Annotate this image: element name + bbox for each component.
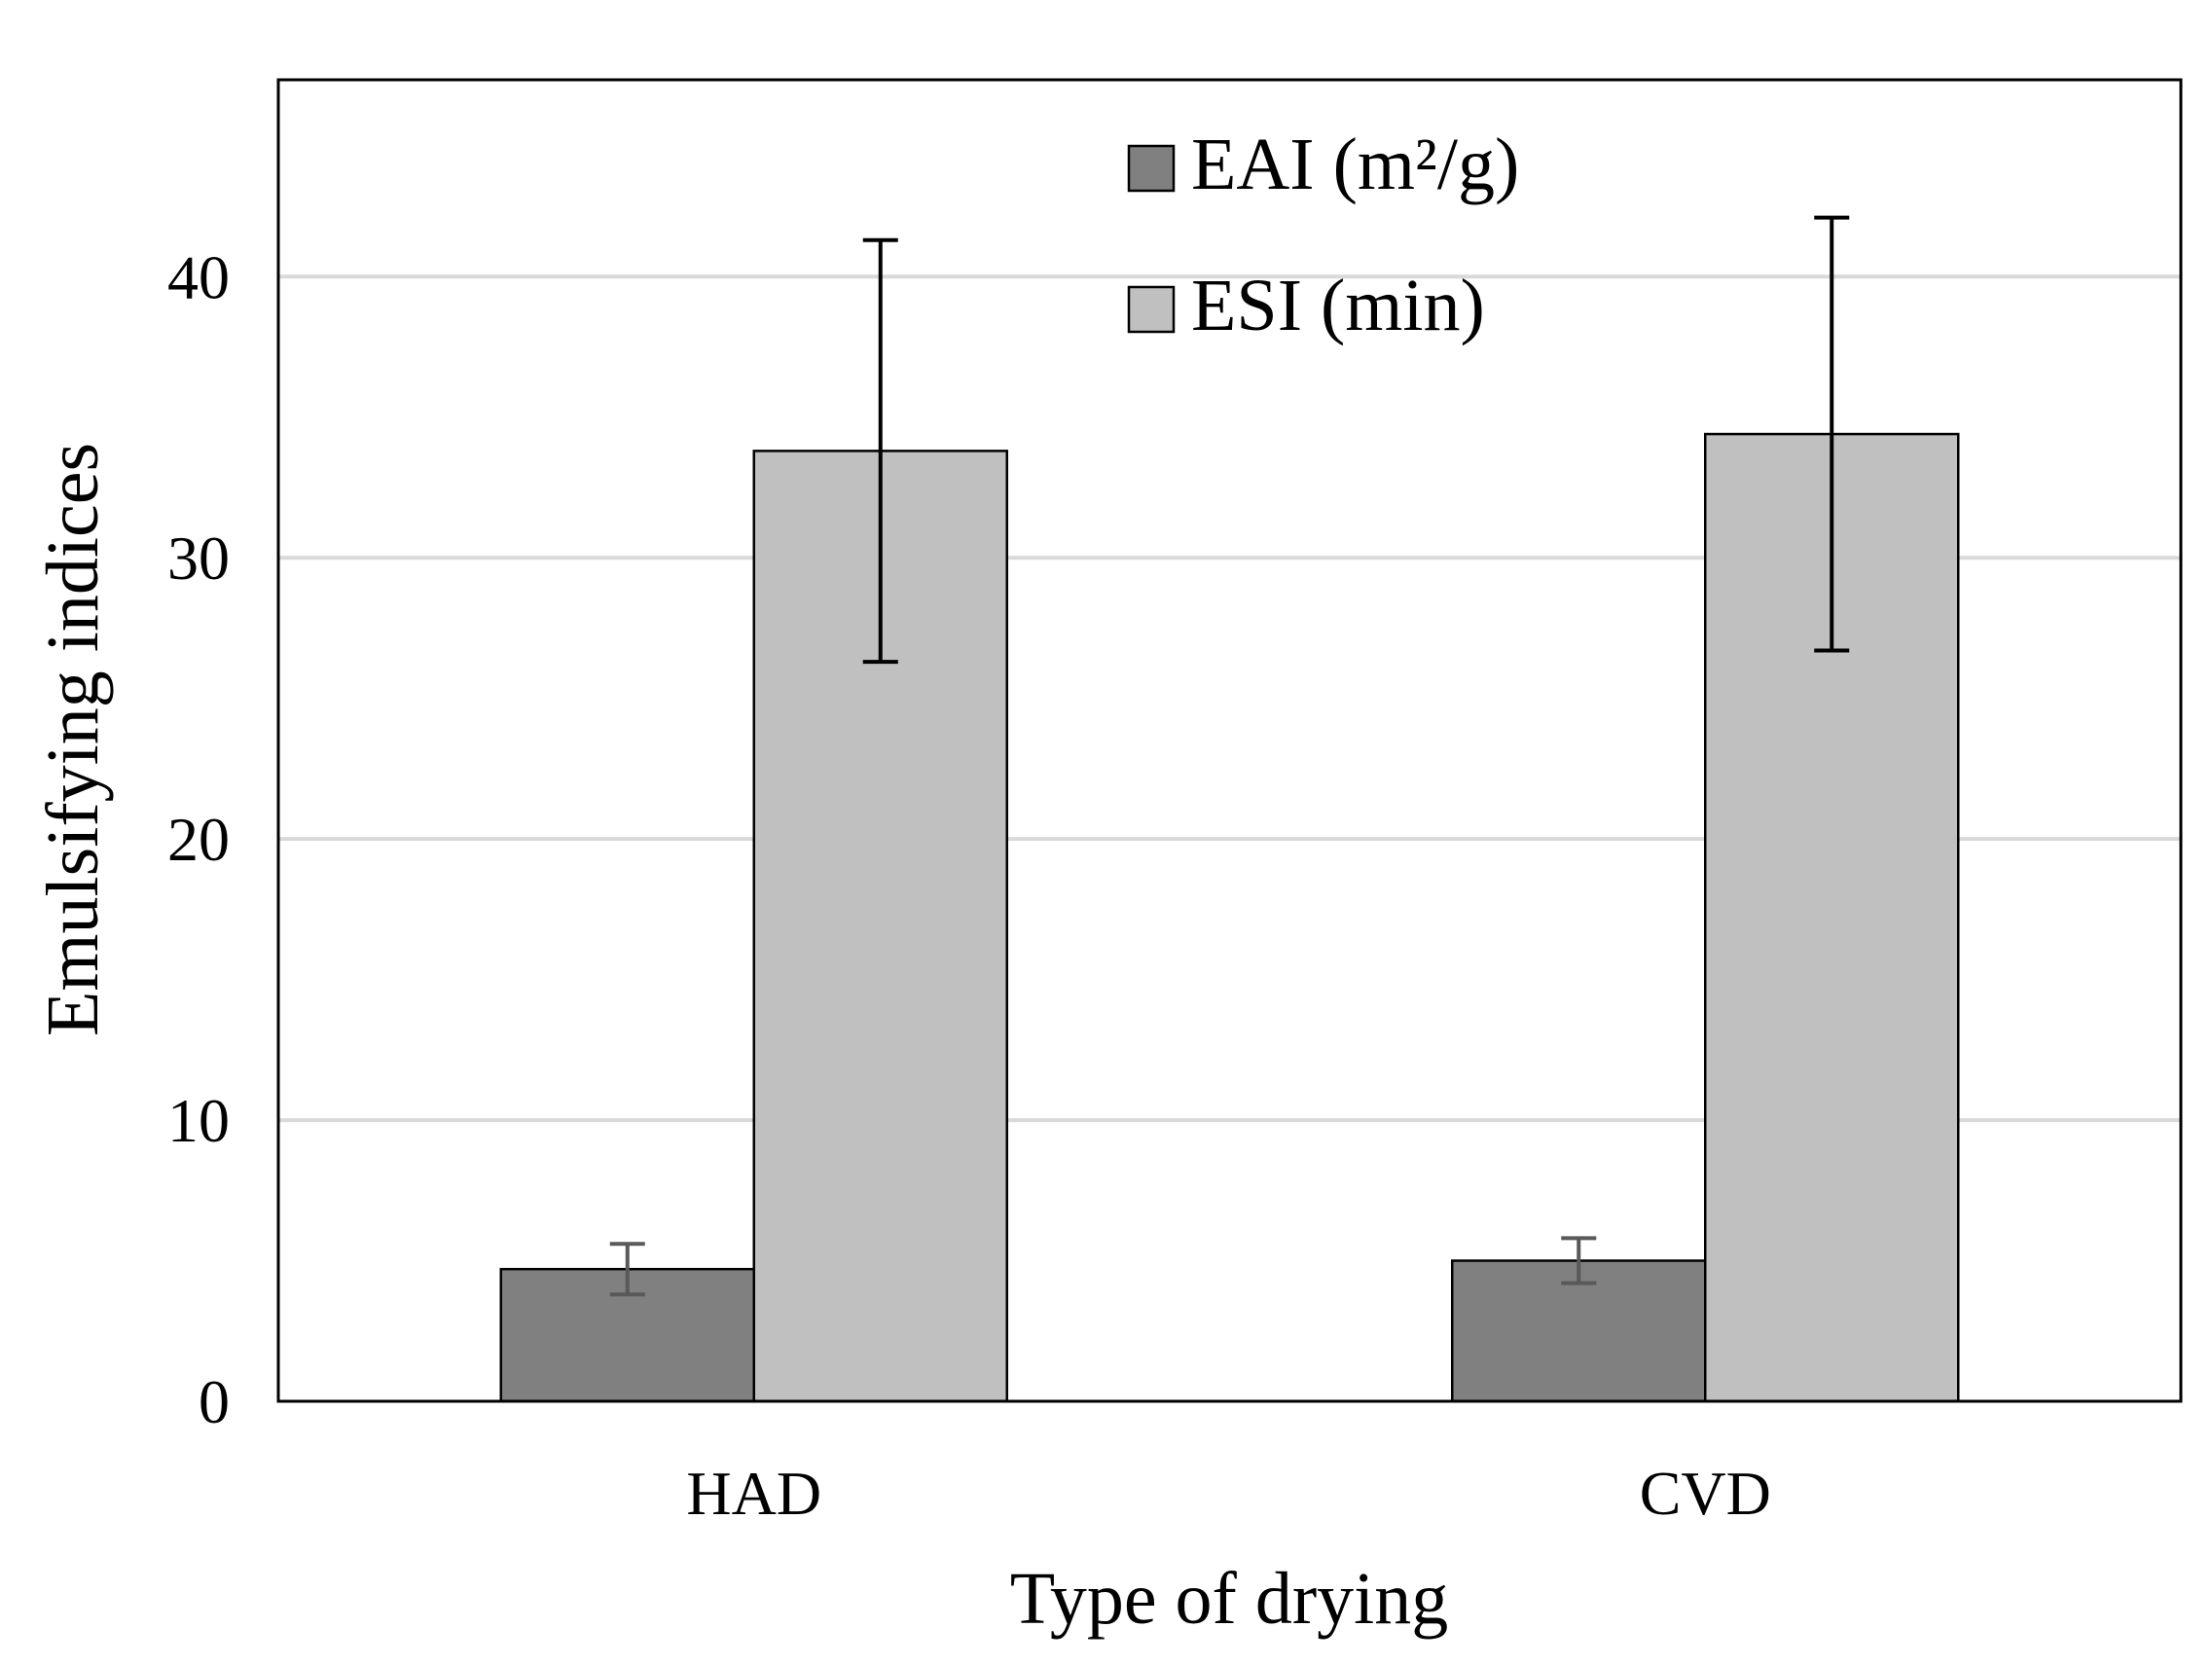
y-tick-label: 30 [167, 524, 230, 593]
legend-label: EAI (m²/g) [1191, 124, 1519, 205]
bars [499, 432, 1960, 1403]
legend-swatch [1127, 285, 1176, 334]
x-axis-title: Type of drying [1010, 1558, 1449, 1640]
plot-frame [276, 78, 2183, 1403]
x-tick-labels: HAD CVD [686, 1459, 1770, 1528]
legend-label: ESI (min) [1191, 265, 1485, 346]
y-axis-title: Emulsifying indices [32, 443, 114, 1036]
y-tick-label: 40 [167, 242, 230, 311]
x-tick-label: HAD [686, 1459, 821, 1528]
error-bars [609, 215, 1850, 1297]
y-tick-label: 10 [167, 1086, 230, 1155]
y-tick-label: 0 [199, 1367, 230, 1436]
y-tick-label: 20 [167, 805, 230, 874]
legend: EAI (m²/g) ESI (min) [1127, 124, 1519, 346]
x-tick-label: CVD [1640, 1459, 1771, 1528]
y-tick-labels: 0 10 20 30 40 [167, 242, 230, 1436]
legend-swatch [1127, 144, 1176, 193]
